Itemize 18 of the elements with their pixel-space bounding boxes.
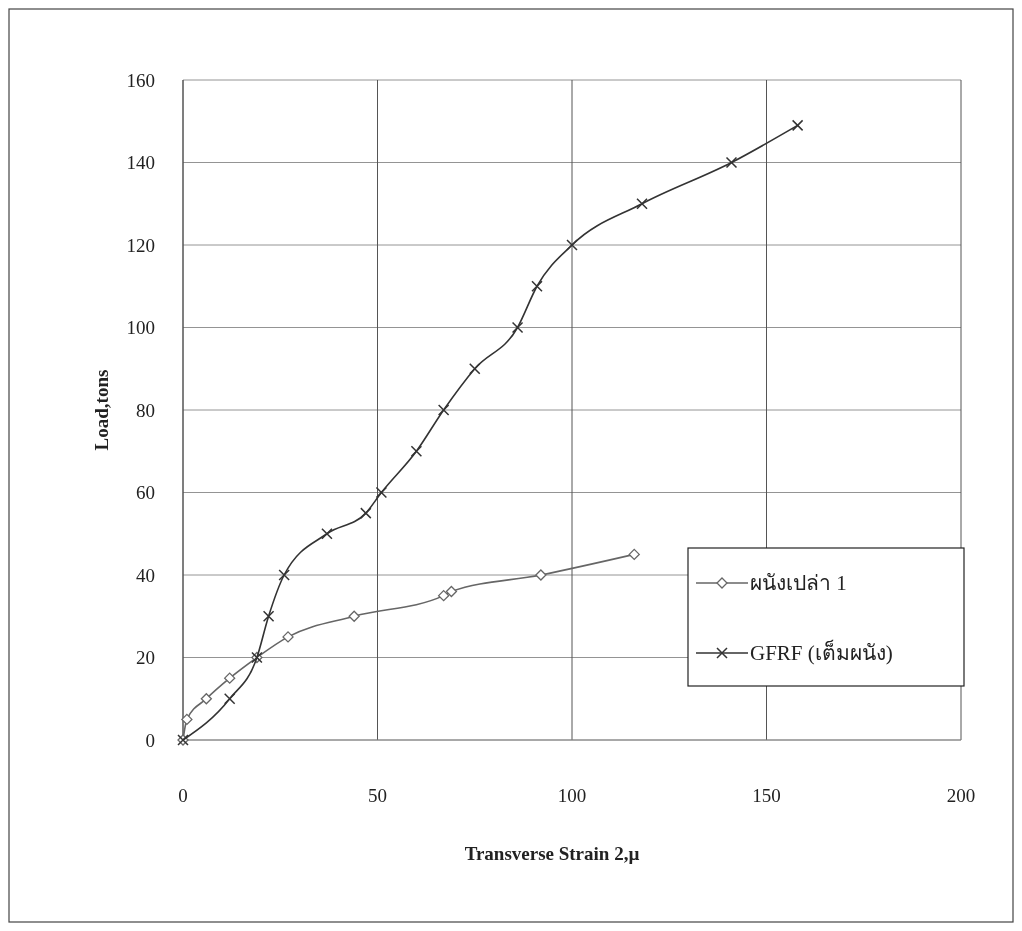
- y-tick-label: 120: [126, 234, 155, 256]
- y-tick-label: 60: [136, 482, 155, 503]
- legend-label: ผนังเปล่า 1: [750, 571, 847, 595]
- y-tick-label: 140: [126, 152, 155, 173]
- x-tick-label: 200: [946, 785, 976, 806]
- x-tick-label: 50: [368, 785, 387, 806]
- x-tick-label: 150: [752, 785, 781, 806]
- x-axis-title: Transverse Strain 2,µ: [464, 843, 640, 864]
- y-axis-title: Load,tons: [91, 369, 112, 451]
- y-tick-label: 20: [136, 647, 155, 668]
- y-tick-label: 40: [136, 564, 155, 586]
- y-tick-label: 100: [126, 317, 155, 338]
- y-tick-label: 160: [126, 69, 155, 91]
- legend-label: GFRF (เต็มผนัง): [750, 639, 893, 665]
- y-tick-label: 80: [136, 399, 155, 421]
- x-tick-label: 0: [178, 785, 188, 806]
- x-tick-label: 100: [557, 785, 587, 806]
- y-tick-label: 0: [145, 729, 155, 751]
